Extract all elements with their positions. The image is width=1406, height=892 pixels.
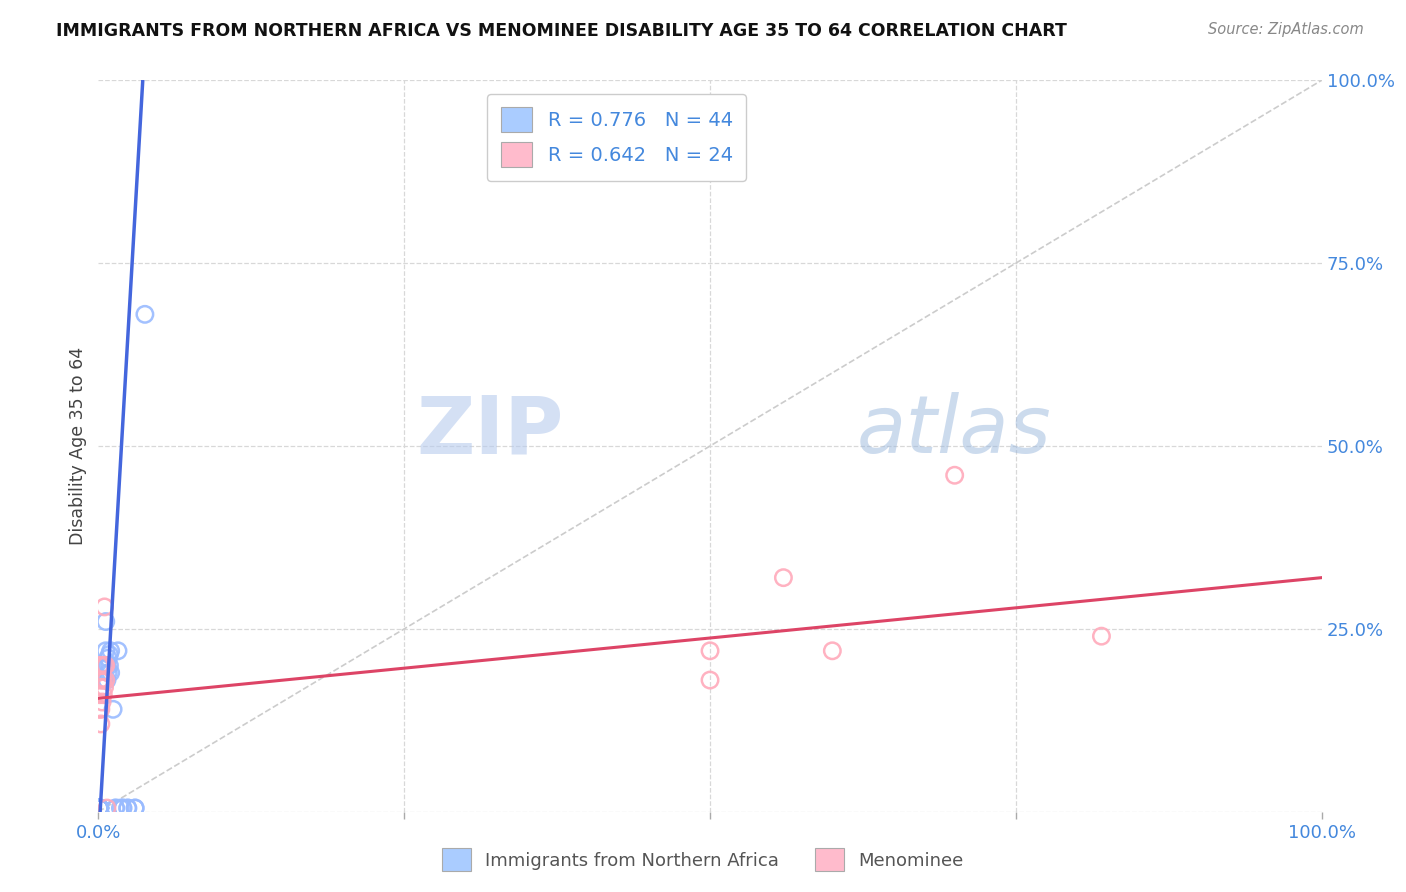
Point bbox=[91, 658, 114, 673]
Point bbox=[89, 801, 111, 815]
Point bbox=[110, 801, 132, 815]
Point bbox=[91, 688, 114, 702]
Point bbox=[90, 681, 112, 695]
Point bbox=[89, 801, 111, 815]
Text: IMMIGRANTS FROM NORTHERN AFRICA VS MENOMINEE DISABILITY AGE 35 TO 64 CORRELATION: IMMIGRANTS FROM NORTHERN AFRICA VS MENOM… bbox=[56, 22, 1067, 40]
Point bbox=[89, 801, 111, 815]
Point bbox=[111, 801, 134, 815]
Point bbox=[89, 658, 111, 673]
Point bbox=[89, 801, 111, 815]
Point bbox=[94, 673, 117, 687]
Point bbox=[91, 673, 114, 687]
Point bbox=[89, 801, 111, 815]
Point bbox=[89, 801, 111, 815]
Point bbox=[89, 801, 111, 815]
Point bbox=[89, 801, 111, 815]
Point bbox=[89, 673, 111, 687]
Point bbox=[124, 801, 146, 815]
Point bbox=[93, 599, 115, 614]
Point bbox=[100, 665, 122, 680]
Point bbox=[89, 801, 111, 815]
Point bbox=[134, 307, 156, 321]
Point bbox=[97, 665, 120, 680]
Point bbox=[93, 681, 115, 695]
Point bbox=[97, 651, 120, 665]
Point bbox=[91, 673, 114, 687]
Point bbox=[89, 801, 111, 815]
Legend: Immigrants from Northern Africa, Menominee: Immigrants from Northern Africa, Menomin… bbox=[434, 841, 972, 879]
Point bbox=[89, 801, 111, 815]
Point bbox=[89, 801, 111, 815]
Point bbox=[1090, 629, 1112, 643]
Point bbox=[117, 801, 139, 815]
Point bbox=[89, 801, 111, 815]
Point bbox=[89, 801, 111, 815]
Point bbox=[943, 468, 966, 483]
Point bbox=[93, 658, 115, 673]
Point bbox=[98, 648, 121, 662]
Legend: R = 0.776   N = 44, R = 0.642   N = 24: R = 0.776 N = 44, R = 0.642 N = 24 bbox=[488, 94, 747, 180]
Point bbox=[89, 688, 111, 702]
Point bbox=[96, 801, 118, 815]
Point bbox=[90, 717, 112, 731]
Point bbox=[94, 658, 117, 673]
Point bbox=[117, 801, 139, 815]
Text: atlas: atlas bbox=[856, 392, 1052, 470]
Point bbox=[699, 673, 721, 687]
Point bbox=[104, 801, 127, 815]
Point bbox=[96, 658, 118, 673]
Point bbox=[100, 644, 122, 658]
Point bbox=[699, 644, 721, 658]
Point bbox=[124, 801, 146, 815]
Point bbox=[772, 571, 794, 585]
Point bbox=[89, 801, 111, 815]
Point bbox=[107, 644, 129, 658]
Point bbox=[90, 702, 112, 716]
Point bbox=[89, 702, 111, 716]
Text: ZIP: ZIP bbox=[416, 392, 564, 470]
Point bbox=[93, 658, 115, 673]
Point bbox=[821, 644, 844, 658]
Point bbox=[89, 801, 111, 815]
Point bbox=[96, 673, 118, 687]
Point bbox=[89, 801, 111, 815]
Y-axis label: Disability Age 35 to 64: Disability Age 35 to 64 bbox=[69, 347, 87, 545]
Text: Source: ZipAtlas.com: Source: ZipAtlas.com bbox=[1208, 22, 1364, 37]
Point bbox=[111, 801, 134, 815]
Point bbox=[89, 801, 111, 815]
Point bbox=[98, 658, 121, 673]
Point bbox=[101, 702, 124, 716]
Point bbox=[91, 695, 114, 709]
Point bbox=[89, 801, 111, 815]
Point bbox=[93, 673, 115, 687]
Point bbox=[89, 801, 111, 815]
Point bbox=[94, 644, 117, 658]
Point bbox=[94, 615, 117, 629]
Point bbox=[104, 801, 127, 815]
